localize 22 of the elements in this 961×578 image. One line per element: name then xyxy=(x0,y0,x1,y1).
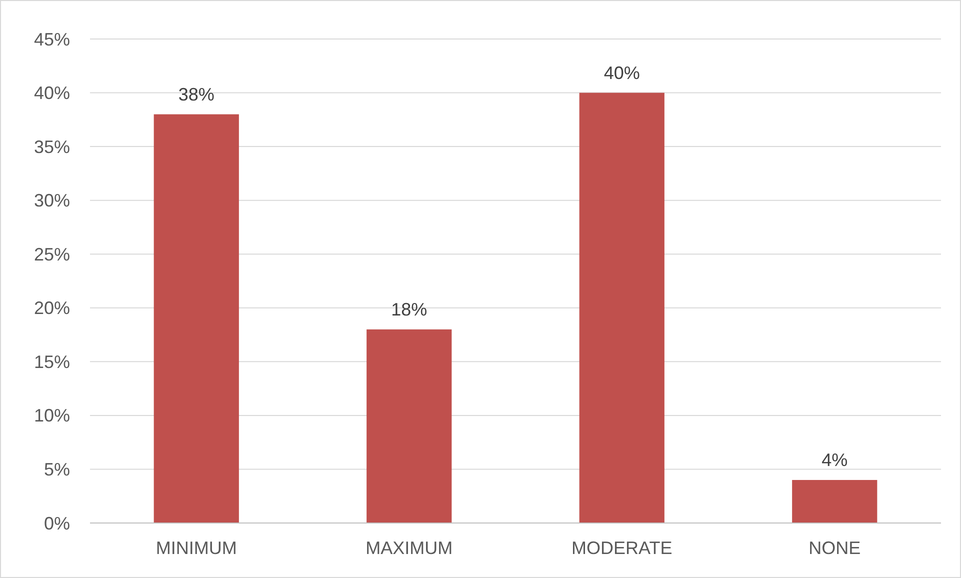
bar xyxy=(366,329,452,523)
x-tick-label: MINIMUM xyxy=(156,538,237,558)
y-tick-label: 35% xyxy=(34,136,70,157)
bar xyxy=(792,480,878,523)
bar xyxy=(579,92,664,523)
x-tick-label: MAXIMUM xyxy=(366,538,453,558)
data-label: 40% xyxy=(604,62,640,83)
y-tick-label: 20% xyxy=(34,298,70,318)
data-label: 4% xyxy=(822,450,848,470)
x-tick-label: NONE xyxy=(808,538,861,558)
y-tick-label: 10% xyxy=(34,406,70,426)
data-label: 38% xyxy=(178,84,214,104)
data-label: 18% xyxy=(391,299,428,320)
x-tick-label: MODERATE xyxy=(572,538,672,558)
bar xyxy=(154,114,239,523)
y-tick-label: 30% xyxy=(34,190,70,211)
y-tick-label: 5% xyxy=(44,460,70,480)
y-tick-label: 0% xyxy=(44,513,70,534)
y-tick-label: 15% xyxy=(34,352,70,372)
y-tick-label: 45% xyxy=(34,29,70,50)
y-tick-label: 25% xyxy=(34,244,70,264)
y-tick-label: 40% xyxy=(34,83,70,104)
